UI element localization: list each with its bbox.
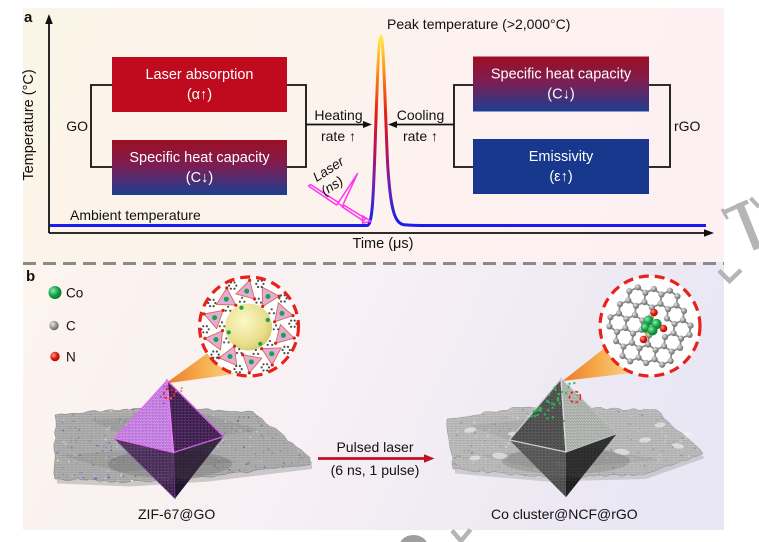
svg-text:Co: Co [66,286,83,301]
svg-text:ZIF-67@GO: ZIF-67@GO [138,506,215,522]
svg-text:GO: GO [66,118,88,134]
svg-text:rate ↑: rate ↑ [321,128,356,144]
svg-text:b: b [26,268,35,285]
svg-text:(6 ns, 1 pulse): (6 ns, 1 pulse) [331,462,420,478]
svg-text:Emissivity: Emissivity [529,149,594,165]
svg-text:Specific heat capacity: Specific heat capacity [491,67,632,83]
svg-text:Co cluster@NCF@rGO: Co cluster@NCF@rGO [491,506,638,522]
svg-text:(α↑): (α↑) [187,87,212,103]
svg-text:rate ↑: rate ↑ [403,128,438,144]
svg-text:Cooling: Cooling [397,107,444,123]
svg-text:a: a [24,9,33,26]
svg-text:Temperature (°C): Temperature (°C) [21,69,37,180]
svg-text:N: N [66,350,76,365]
svg-text:Peak temperature (>2,000°C): Peak temperature (>2,000°C) [387,16,570,32]
svg-text:Laser absorption: Laser absorption [145,67,253,83]
svg-text:Pulsed laser: Pulsed laser [336,439,413,455]
svg-text:C: C [66,319,76,334]
svg-text:Ambient temperature: Ambient temperature [70,207,201,223]
svg-text:rGO: rGO [674,118,701,134]
svg-text:(ε↑): (ε↑) [549,169,572,185]
svg-text:(C↓): (C↓) [547,87,574,103]
svg-text:(C↓): (C↓) [186,170,213,186]
svg-text:Specific heat capacity: Specific heat capacity [129,150,270,166]
svg-text:Time (μs): Time (μs) [353,236,414,252]
svg-text:Heating: Heating [314,107,362,123]
